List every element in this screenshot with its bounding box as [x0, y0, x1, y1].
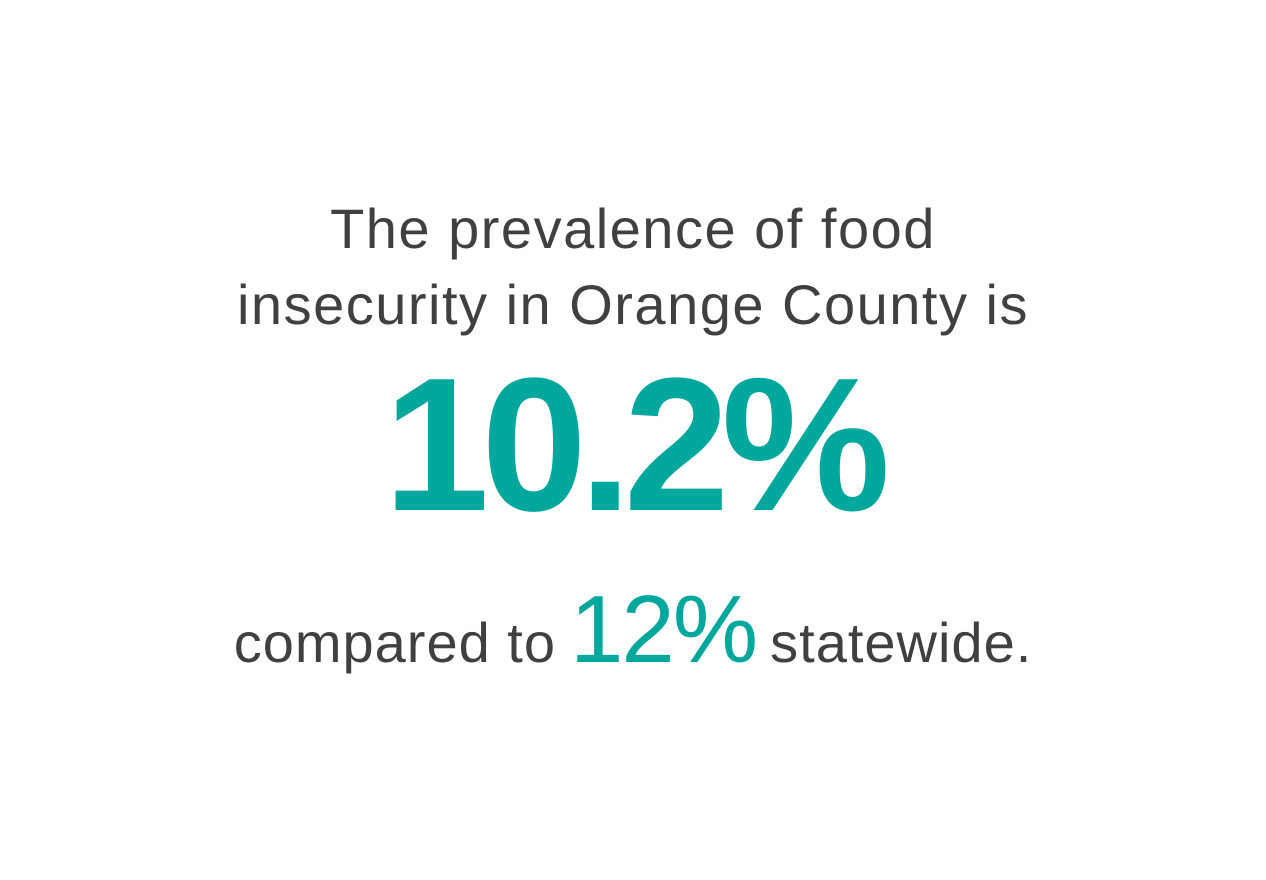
- headline-line-2: insecurity in Orange County is: [236, 273, 1029, 336]
- comparison-suffix: statewide.: [770, 611, 1033, 674]
- main-statistic: 10.2%: [383, 339, 891, 551]
- comparison-value: 12%: [570, 576, 758, 683]
- headline-line-1: The prevalence of food: [330, 197, 936, 260]
- comparison-prefix: compared to: [233, 611, 556, 674]
- comparison-line: compared to 12% statewide.: [0, 575, 1266, 685]
